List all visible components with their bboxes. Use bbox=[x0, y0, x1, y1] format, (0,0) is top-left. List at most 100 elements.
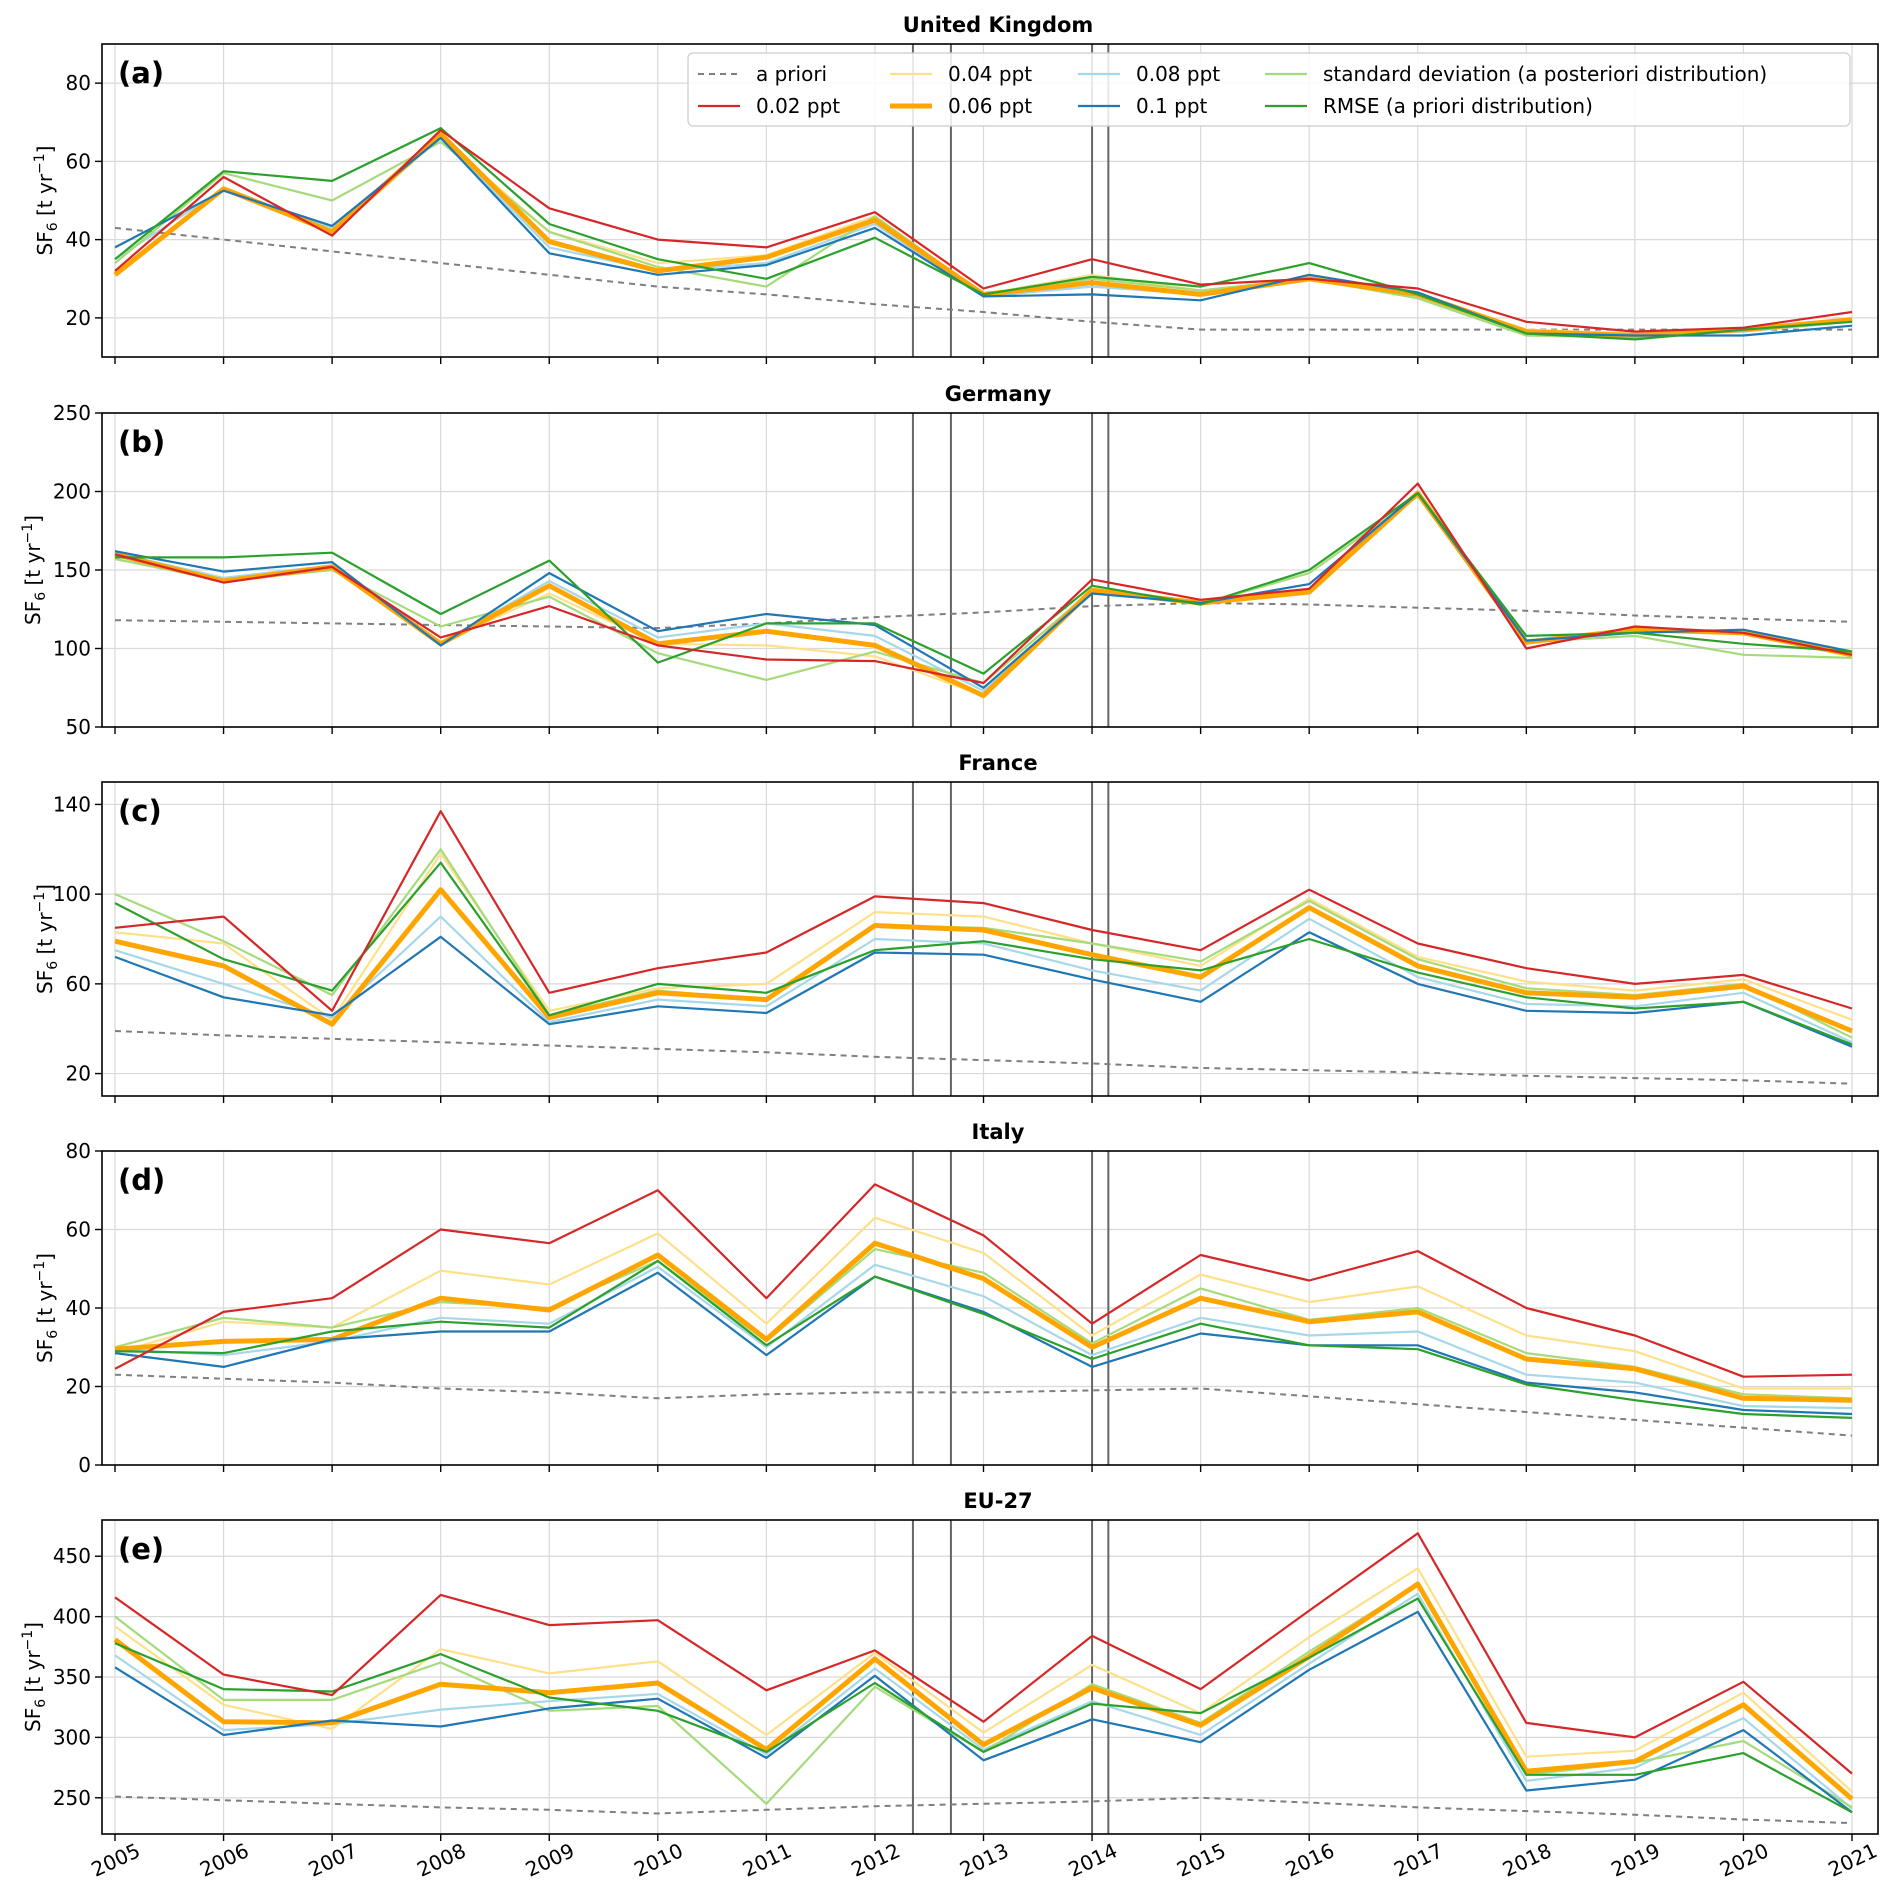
series-line-ppt002 bbox=[114, 482, 1853, 685]
legend-item-apriori: a priori bbox=[698, 62, 827, 86]
x-tick-label: 2006 bbox=[196, 1838, 252, 1881]
series-line-rmse bbox=[114, 1259, 1853, 1419]
x-tick-label: 2010 bbox=[630, 1838, 686, 1881]
panel-title: France bbox=[958, 751, 1037, 775]
legend-item-ppt002: 0.02 ppt bbox=[698, 94, 840, 118]
series-line-apriori bbox=[114, 1795, 1853, 1825]
x-tick-label: 2015 bbox=[1173, 1838, 1229, 1881]
legend-label: 0.02 ppt bbox=[756, 94, 840, 118]
y-tick-label: 20 bbox=[66, 1375, 91, 1399]
panel-title: Germany bbox=[945, 382, 1052, 406]
chart-panel-1: 50 100 150 200 250 Germany (b) SF6 [t yr−1] bbox=[20, 382, 1879, 739]
panel-title: EU-27 bbox=[963, 1489, 1032, 1513]
y-tick-label: 350 bbox=[53, 1665, 91, 1689]
series-line-ppt008 bbox=[114, 915, 1853, 1044]
axes-frame bbox=[101, 43, 1879, 358]
series-line-ppt004 bbox=[114, 1216, 1852, 1390]
y-tick-label: 400 bbox=[53, 1605, 91, 1629]
legend: a priori 0.02 ppt 0.04 ppt 0.06 ppt 0.08 ppt… bbox=[687, 52, 1851, 127]
x-tick-label: 2005 bbox=[88, 1838, 144, 1881]
y-tick-label: 80 bbox=[66, 1139, 91, 1163]
axes-frame bbox=[101, 781, 1879, 1097]
x-tick-label: 2016 bbox=[1282, 1838, 1338, 1881]
series-line-ppt008 bbox=[114, 1592, 1853, 1810]
series-line-ppt002 bbox=[114, 1183, 1853, 1378]
y-tick-label: 80 bbox=[66, 71, 91, 95]
y-tick-label: 250 bbox=[53, 1786, 91, 1810]
x-tick-label: 2012 bbox=[847, 1838, 903, 1881]
y-tick-label: 100 bbox=[53, 637, 91, 661]
axes-frame bbox=[101, 1519, 1879, 1835]
series-line-rmse bbox=[114, 1597, 1853, 1814]
series-line-ppt002 bbox=[114, 129, 1853, 333]
y-tick-label: 60 bbox=[66, 972, 91, 996]
x-tick-label: 2007 bbox=[305, 1838, 361, 1881]
legend-item-ppt004: 0.04 ppt bbox=[890, 62, 1032, 86]
chart-panel-0: 20 40 60 80 United Kingdom (a) SF6 [t yr−1] bbox=[32, 13, 1879, 364]
series-line-ppt01 bbox=[114, 1610, 1853, 1814]
series-line-ppt01 bbox=[114, 1271, 1853, 1416]
series-line-ppt002 bbox=[114, 1532, 1853, 1775]
x-tick-label: 2009 bbox=[522, 1838, 578, 1881]
legend-label: 0.04 ppt bbox=[948, 62, 1032, 86]
legend-label: RMSE (a priori distribution) bbox=[1323, 94, 1593, 118]
x-tick-label: 2017 bbox=[1390, 1838, 1446, 1881]
series-line-rmse bbox=[114, 127, 1853, 341]
legend-box bbox=[687, 52, 1851, 127]
series-line-apriori bbox=[114, 602, 1853, 630]
legend-item-ppt01: 0.1 ppt bbox=[1078, 94, 1208, 118]
legend-item-ppt006: 0.06 ppt bbox=[890, 94, 1032, 118]
series-line-rmse bbox=[115, 492, 1853, 675]
panel-label: (e) bbox=[118, 1532, 164, 1566]
y-tick-label: 150 bbox=[53, 558, 91, 582]
legend-label: 0.08 ppt bbox=[1136, 62, 1220, 86]
series-line-ppt01 bbox=[114, 136, 1853, 337]
series-line-apriori bbox=[114, 1373, 1853, 1437]
y-axis-label: SF6 [t yr−1] bbox=[20, 515, 49, 625]
x-tick-label: 2018 bbox=[1499, 1838, 1555, 1881]
series-line-rmse bbox=[114, 861, 1853, 1046]
y-tick-label: 60 bbox=[66, 149, 91, 173]
chart-panel-2: 20 60 100 140 France (c) SF6 [t yr−1] bbox=[32, 751, 1879, 1103]
series-line-ppt006 bbox=[114, 887, 1853, 1034]
chart-panel-4: 250 300 350 400 450 EU-27 (e) SF6 [t yr−1] bbox=[20, 1489, 1879, 1841]
x-tick-label: 2014 bbox=[1065, 1838, 1121, 1881]
y-axis-label: SF6 [t yr−1] bbox=[32, 146, 61, 256]
panel-label: (d) bbox=[118, 1163, 165, 1197]
y-tick-label: 20 bbox=[66, 1062, 91, 1086]
y-tick-label: 40 bbox=[66, 228, 91, 252]
legend-item-std: standard deviation (a posteriori distrib… bbox=[1265, 62, 1767, 86]
y-axis-label: SF6 [t yr−1] bbox=[20, 1622, 49, 1732]
y-tick-label: 60 bbox=[66, 1218, 91, 1242]
x-tick-label: 2019 bbox=[1607, 1838, 1663, 1881]
y-tick-label: 40 bbox=[66, 1296, 91, 1320]
legend-label: standard deviation (a posteriori distrib… bbox=[1323, 62, 1767, 86]
series-line-apriori bbox=[114, 226, 1852, 331]
y-tick-label: 50 bbox=[66, 715, 91, 739]
panel-label: (a) bbox=[118, 56, 164, 90]
panel-label: (c) bbox=[118, 794, 162, 828]
series-line-ppt002 bbox=[114, 810, 1853, 1012]
y-axis-label: SF6 [t yr−1] bbox=[32, 884, 61, 994]
x-tick-label: 2011 bbox=[739, 1838, 795, 1881]
y-tick-label: 200 bbox=[53, 480, 91, 504]
series-line-ppt004 bbox=[114, 852, 1853, 1021]
series-line-ppt006 bbox=[114, 1240, 1853, 1403]
y-axis-label: SF6 [t yr−1] bbox=[32, 1253, 61, 1363]
y-tick-label: 20 bbox=[66, 306, 91, 330]
y-tick-label: 100 bbox=[53, 882, 91, 906]
legend-label: a priori bbox=[756, 62, 827, 86]
chart-panel-3: 0 20 40 60 80 Italy (d) SF6 [t yr−1] bbox=[32, 1120, 1879, 1477]
legend-item-rmse: RMSE (a priori distribution) bbox=[1265, 94, 1593, 118]
panel-label: (b) bbox=[118, 425, 165, 459]
series-line-ppt01 bbox=[114, 492, 1853, 689]
axes-frame bbox=[101, 412, 1879, 728]
panel-title: United Kingdom bbox=[903, 13, 1094, 37]
y-tick-label: 250 bbox=[53, 401, 91, 425]
series-line-ppt006 bbox=[113, 1581, 1854, 1801]
legend-label: 0.1 ppt bbox=[1136, 94, 1208, 118]
panel-title: Italy bbox=[972, 1120, 1025, 1144]
x-tick-label: 2020 bbox=[1716, 1838, 1772, 1881]
y-tick-label: 450 bbox=[53, 1544, 91, 1568]
x-tick-label: 2013 bbox=[956, 1838, 1012, 1881]
